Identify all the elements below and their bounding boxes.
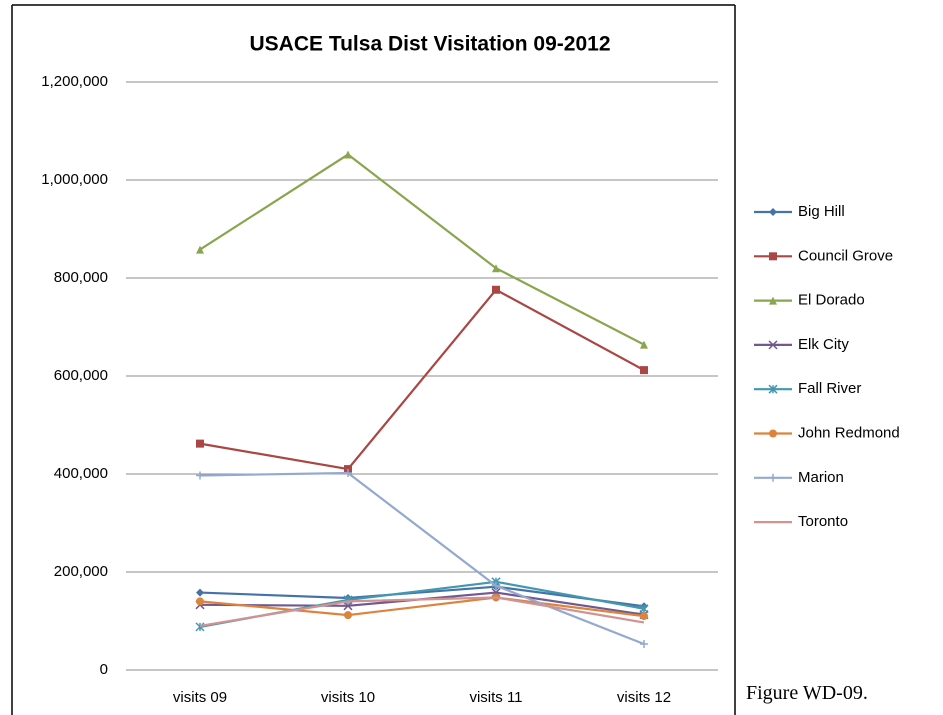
series-line [199, 288, 645, 471]
y-tick-label: 200,000 [54, 563, 108, 580]
legend-marker [769, 296, 777, 305]
figure-caption: Figure WD-09. [746, 682, 868, 704]
legend-marker [769, 252, 777, 261]
marker [196, 245, 204, 254]
marker [344, 469, 352, 478]
marker [640, 366, 648, 375]
legend-marker [769, 473, 777, 482]
marker [196, 439, 204, 448]
marker [492, 264, 500, 273]
series-line [199, 471, 645, 646]
legend-label: El Dorado [798, 292, 865, 309]
x-tick-label: visits 09 [173, 689, 227, 706]
series-line [199, 153, 645, 346]
marker [639, 604, 649, 614]
marker [492, 581, 500, 590]
legend-label: Big Hill [798, 203, 845, 220]
x-tick-label: visits 12 [617, 689, 671, 706]
y-tick-label: 600,000 [54, 367, 108, 384]
marker [640, 340, 648, 349]
marker [196, 597, 204, 606]
y-tick-label: 400,000 [54, 465, 108, 482]
legend-label: John Redmond [798, 424, 900, 441]
marker [196, 588, 204, 597]
y-tick-label: 1,200,000 [41, 73, 108, 90]
marker [344, 611, 352, 620]
marker [344, 150, 352, 159]
legend-label: Fall River [798, 380, 861, 397]
y-tick-label: 800,000 [54, 269, 108, 286]
series-line [199, 596, 645, 618]
y-tick-label: 1,000,000 [41, 171, 108, 188]
legend-label: Council Grove [798, 247, 893, 264]
marker [492, 285, 500, 294]
legend-marker [768, 340, 778, 350]
x-tick-label: visits 10 [321, 689, 375, 706]
chart-title: USACE Tulsa Dist Visitation 09-2012 [249, 33, 610, 56]
legend-label: Elk City [798, 336, 849, 353]
series-line [199, 596, 645, 627]
marker [640, 640, 648, 649]
y-tick-label: 0 [100, 661, 108, 678]
series-line [199, 585, 645, 608]
x-tick-label: visits 11 [469, 689, 522, 706]
legend-marker [768, 384, 778, 394]
marker [195, 622, 205, 632]
legend-marker [769, 208, 777, 216]
legend-label: Marion [798, 469, 844, 486]
legend-label: Toronto [798, 513, 848, 530]
marker [196, 471, 204, 480]
marker [640, 612, 648, 621]
legend-marker [769, 429, 777, 438]
